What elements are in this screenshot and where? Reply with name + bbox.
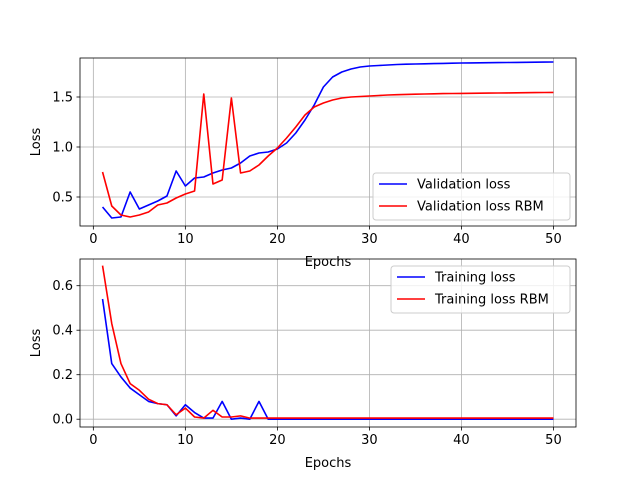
legend-entry: Validation loss <box>417 178 511 193</box>
chart-panel-1: 0 10 20 30 40 50 0.5 1.0 1.5 Epochs Loss Validation… <box>29 57 577 270</box>
legend-entry: Validation loss RBM <box>417 200 544 215</box>
legend-box <box>390 265 571 314</box>
x-tick-label: 10 <box>177 433 194 448</box>
series-line-1 <box>101 61 554 219</box>
x-tick-label: 20 <box>269 433 286 448</box>
x-tick-label: 50 <box>545 433 562 448</box>
x-axis-label: Epochs <box>305 456 352 471</box>
legend-entry: Training loss RBM <box>434 293 549 308</box>
y-tick-label: 1.0 <box>52 141 73 156</box>
axes-frame <box>79 57 577 227</box>
x-tick-label: 20 <box>269 232 286 247</box>
x-tick-label: 10 <box>177 232 194 247</box>
legend: Validation loss Validation loss RBM <box>372 172 571 221</box>
x-tick-label: 40 <box>453 433 470 448</box>
x-tick-label: 30 <box>361 232 378 247</box>
axes-frame <box>79 258 577 428</box>
y-tick-label: 1.5 <box>52 91 73 106</box>
x-tick-label: 50 <box>545 232 562 247</box>
y-tick-label: 0.6 <box>52 279 73 294</box>
series-line-2 <box>101 265 554 419</box>
y-tick-label: 0.4 <box>52 324 73 339</box>
y-tick-label: 0.2 <box>52 368 73 383</box>
y-tick-label: 0.0 <box>52 413 73 428</box>
legend-entry: Training loss <box>434 271 516 286</box>
series-line-1 <box>101 298 554 421</box>
y-axis-label: Loss <box>29 329 44 358</box>
x-tick-label: 0 <box>89 433 97 448</box>
y-axis-label: Loss <box>29 128 44 157</box>
x-tick-label: 0 <box>89 232 97 247</box>
legend-box <box>372 172 571 221</box>
x-tick-label: 40 <box>453 232 470 247</box>
series-line-2 <box>101 91 554 218</box>
x-axis-label: Epochs <box>305 255 352 270</box>
legend: Training loss Training loss RBM <box>390 265 571 314</box>
y-tick-label: 0.5 <box>52 191 73 206</box>
chart-panel-2: 0 10 20 30 40 50 0.0 0.2 0.4 0.6 Epochs Loss Trainin… <box>29 258 577 471</box>
x-tick-label: 30 <box>361 433 378 448</box>
